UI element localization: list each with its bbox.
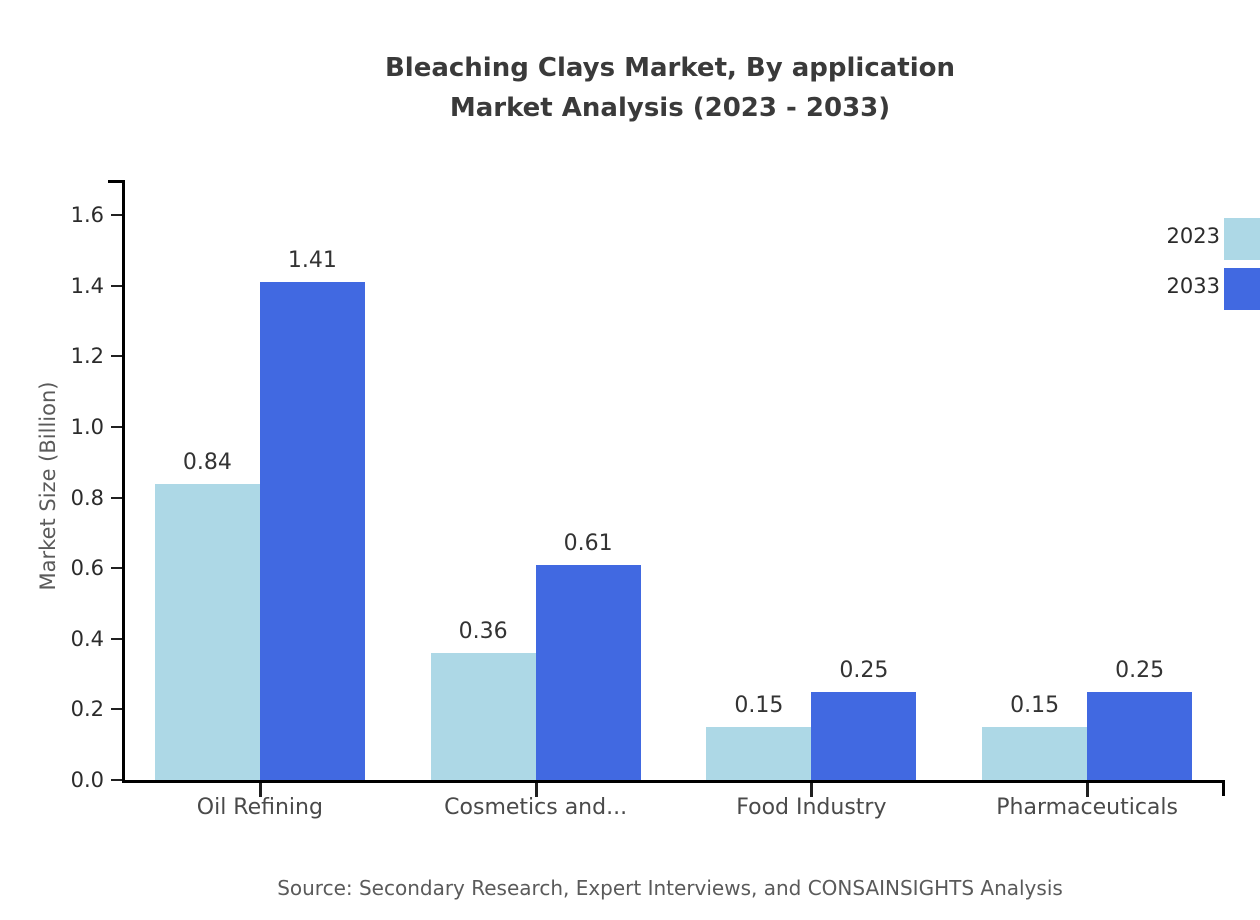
y-axis-line [122, 180, 125, 782]
bar-rect [811, 691, 917, 780]
bar-2033-foodindustry[interactable]: 0.25 [811, 0, 917, 780]
bar-2033-oilrefining[interactable]: 1.41 [259, 0, 365, 780]
bar-value-label: 0.15 [734, 693, 784, 719]
y-axis-tick-label: 0.8 [70, 485, 104, 510]
bar-2033-cosmeticsand[interactable]: 0.61 [535, 0, 641, 780]
y-axis-tick-mark [111, 355, 122, 358]
legend-item-2023[interactable]: 2023 [1130, 214, 1260, 264]
y-axis-top-cap [108, 180, 125, 183]
legend-swatch [1224, 218, 1260, 260]
x-axis-tick-label: Oil Refining [196, 795, 323, 820]
x-axis-tick-label: Food Industry [736, 795, 887, 820]
x-axis-tick-label: Cosmetics and... [444, 795, 628, 820]
x-axis-line [122, 780, 1225, 783]
bar-2023-oilrefining[interactable]: 0.84 [154, 0, 260, 780]
bar-2023-cosmeticsand[interactable]: 0.36 [430, 0, 536, 780]
bar-2023-foodindustry[interactable]: 0.15 [706, 0, 812, 780]
y-axis-tick-mark [111, 284, 122, 287]
bar-rect [1087, 691, 1193, 780]
legend-label: 2033 [1166, 274, 1220, 298]
bar-rect [535, 564, 641, 780]
bar-rect [706, 727, 812, 780]
bars-layer: 0.84 1.41 0.36 0.61 0.15 0.25 0.15 0.25 [154, 0, 1193, 780]
bar-value-label: 1.41 [287, 248, 337, 274]
y-axis-tick-label: 0.0 [70, 768, 104, 792]
y-axis-tick-label: 1.6 [70, 203, 104, 228]
y-axis-tick-label: 0.2 [70, 697, 104, 722]
y-axis-tick-mark [111, 779, 122, 781]
bar-value-label: 0.36 [458, 618, 508, 644]
y-axis-tick-mark [111, 214, 122, 217]
bar-2033-pharmaceuticals[interactable]: 0.25 [1087, 0, 1193, 780]
y-axis-tick-label: 0.6 [70, 556, 104, 581]
y-axis-tick-mark [111, 637, 122, 640]
x-axis-tick-mark [810, 783, 814, 797]
x-axis-tick-label: Pharmaceuticals [996, 795, 1178, 820]
bar-value-label: 0.61 [563, 530, 613, 556]
y-axis-tick-mark [111, 426, 122, 429]
x-axis-tick-mark [534, 783, 538, 797]
source-note: Source: Secondary Research, Expert Inter… [277, 876, 1063, 900]
y-axis-tick-mark [111, 567, 122, 570]
legend-label: 2023 [1166, 224, 1220, 248]
x-axis-right-cap [1222, 780, 1225, 796]
bar-value-label: 0.25 [1115, 657, 1165, 683]
legend-item-2033[interactable]: 2033 [1130, 264, 1260, 314]
legend-swatch [1224, 268, 1260, 310]
x-axis-tick-mark [258, 783, 262, 797]
y-axis-tick-label: 1.0 [70, 415, 104, 440]
bar-rect [430, 652, 536, 780]
bar-value-label: 0.15 [1010, 693, 1060, 719]
bar-rect [259, 282, 365, 780]
bar-rect [154, 483, 260, 780]
bar-value-label: 0.25 [839, 657, 889, 683]
y-axis-tick-mark [111, 708, 122, 711]
x-axis-tick-mark [1086, 783, 1090, 797]
y-axis-tick-mark [111, 496, 122, 499]
y-axis-tick-label: 1.4 [70, 273, 104, 298]
y-axis-tick-label: 0.4 [70, 626, 104, 651]
bar-value-label: 0.84 [182, 449, 232, 475]
chart-legend: 2023 2033 [1130, 214, 1260, 314]
bar-2023-pharmaceuticals[interactable]: 0.15 [982, 0, 1088, 780]
bar-rect [982, 727, 1088, 780]
y-axis-tick-label: 1.2 [70, 344, 104, 369]
